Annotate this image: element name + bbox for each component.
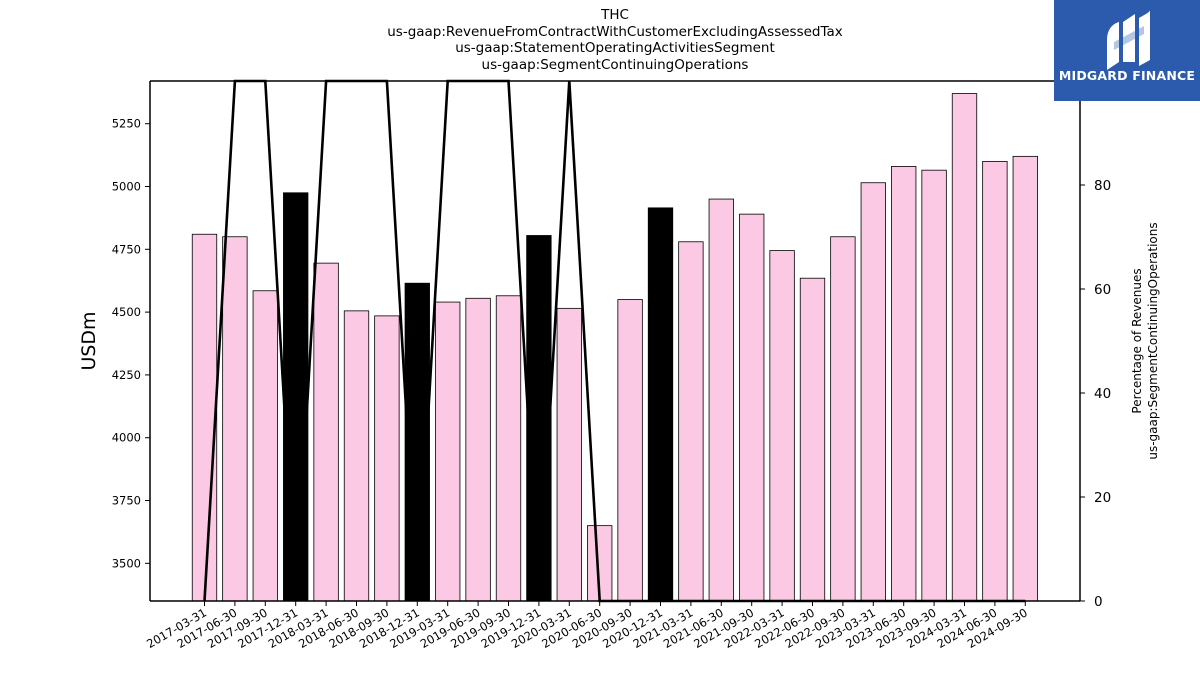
logo-text: MIDGARD FINANCE xyxy=(1058,68,1196,83)
midgard-finance-logo: MIDGARD FINANCE xyxy=(1054,0,1200,101)
y-tick-label-4250: 4250 xyxy=(112,368,141,382)
title-line-member: us-gaap:SegmentContinuingOperations xyxy=(481,56,749,73)
bar-2023-09-30 xyxy=(921,169,947,602)
bar-2024-03-31 xyxy=(951,93,978,602)
y2-tick-label-40: 40 xyxy=(1094,386,1111,402)
y2-axis-label-line2: us-gaap:SegmentContinuingOperations xyxy=(1146,222,1160,459)
bar-2019-03-31 xyxy=(435,301,461,602)
bar-2023-03-31 xyxy=(860,182,886,602)
bar-2019-06-30 xyxy=(465,297,491,602)
title-line-ticker: THC xyxy=(601,7,629,23)
bars-layer xyxy=(191,93,1038,602)
bar-2020-03-31 xyxy=(556,307,582,602)
bar-2017-09-30 xyxy=(252,290,278,602)
y-tick-label-4750: 4750 xyxy=(112,242,141,256)
bar-2021-06-30 xyxy=(708,198,734,602)
y2-tick-label-20: 20 xyxy=(1094,490,1111,506)
y2-tick-label-80: 80 xyxy=(1094,178,1111,194)
bar-2022-03-31 xyxy=(769,250,795,602)
y-tick-label-3750: 3750 xyxy=(112,494,141,508)
y2-tick-label-60: 60 xyxy=(1094,282,1111,298)
title-line-concept: us-gaap:RevenueFromContractWithCustomerE… xyxy=(387,23,843,40)
bar-2024-06-30 xyxy=(982,160,1008,602)
y-tick-label-5250: 5250 xyxy=(112,117,141,131)
chart-title: THC us-gaap:RevenueFromContractWithCusto… xyxy=(0,7,1200,73)
bar-2017-12-31 xyxy=(283,192,309,602)
title-line-axis: us-gaap:StatementOperatingActivitiesSegm… xyxy=(455,40,775,56)
bar-2020-09-30 xyxy=(617,299,643,602)
y2-tick-label-0: 0 xyxy=(1094,594,1103,610)
bar-2018-06-30 xyxy=(343,310,370,602)
bar-2021-03-31 xyxy=(678,241,704,602)
logo-mark-icon xyxy=(1107,10,1150,70)
bar-2019-12-31 xyxy=(526,235,552,602)
y-tick-label-5000: 5000 xyxy=(112,180,141,194)
bar-2024-09-30 xyxy=(1012,155,1038,602)
y-tick-label-4500: 4500 xyxy=(112,305,141,319)
y2-axis-label-line1: Percentage of Revenues xyxy=(1130,268,1144,413)
bar-2017-03-31 xyxy=(191,233,218,602)
bar-2018-09-30 xyxy=(374,315,400,602)
bar-2020-12-31 xyxy=(647,207,674,602)
bar-2019-09-30 xyxy=(495,295,522,602)
bar-2021-09-30 xyxy=(739,213,765,602)
bar-2017-06-30 xyxy=(222,236,248,602)
y-tick-label-3500: 3500 xyxy=(112,556,141,570)
bar-2022-09-30 xyxy=(830,236,856,602)
bar-2023-06-30 xyxy=(891,166,917,602)
bar-2018-03-31 xyxy=(313,262,339,602)
bar-2022-06-30 xyxy=(799,277,826,602)
y-axis-label: USDm xyxy=(78,311,100,370)
y-tick-label-4000: 4000 xyxy=(112,431,141,445)
